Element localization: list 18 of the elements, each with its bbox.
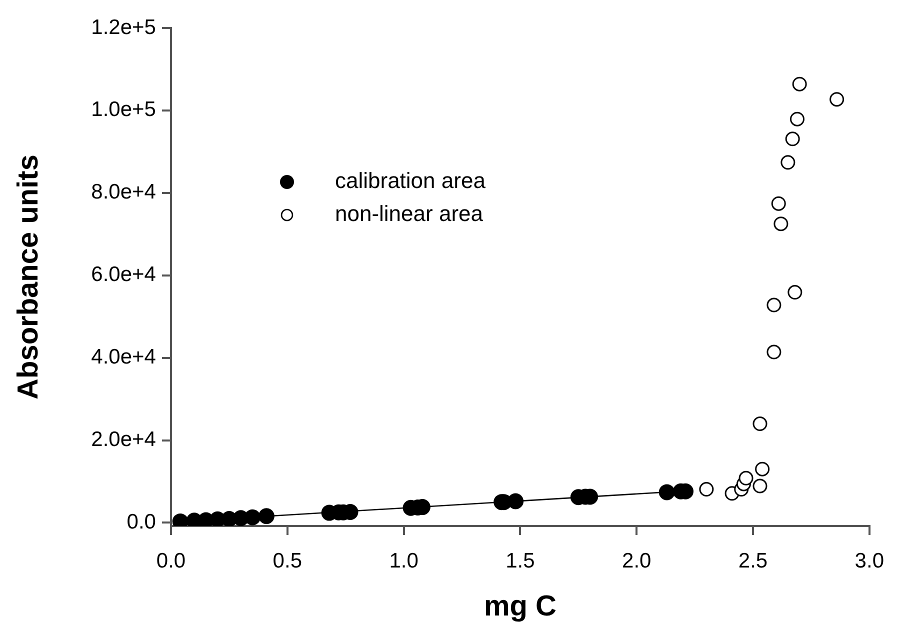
x-tick-label: 3.0	[854, 549, 884, 572]
y-tick-label: 6.0e+4	[91, 263, 156, 286]
y-tick-label: 2.0e+4	[91, 428, 156, 452]
x-tick-label: 1.0	[389, 549, 418, 572]
x-axis-title: mg C	[484, 590, 557, 623]
x-tick-label: 2.5	[738, 549, 768, 572]
y-axis-title: Absorbance units	[12, 154, 44, 400]
y-tick-label: 1.2e+5	[91, 16, 156, 39]
x-tick-label: 0.5	[272, 549, 302, 572]
y-tick-label: 4.0e+4	[91, 346, 156, 369]
legend-label: calibration area	[335, 168, 486, 194]
x-tick-label: 2.0	[622, 549, 652, 572]
x-tick-label: 0.0	[156, 549, 186, 572]
y-tick-label: 0.0	[126, 510, 156, 534]
y-tick-label: 1.0e+5	[91, 98, 156, 122]
x-tick-label: 1.5	[506, 549, 535, 572]
legend-label: non-linear area	[335, 201, 484, 226]
y-tick-label: 8.0e+4	[91, 180, 156, 204]
